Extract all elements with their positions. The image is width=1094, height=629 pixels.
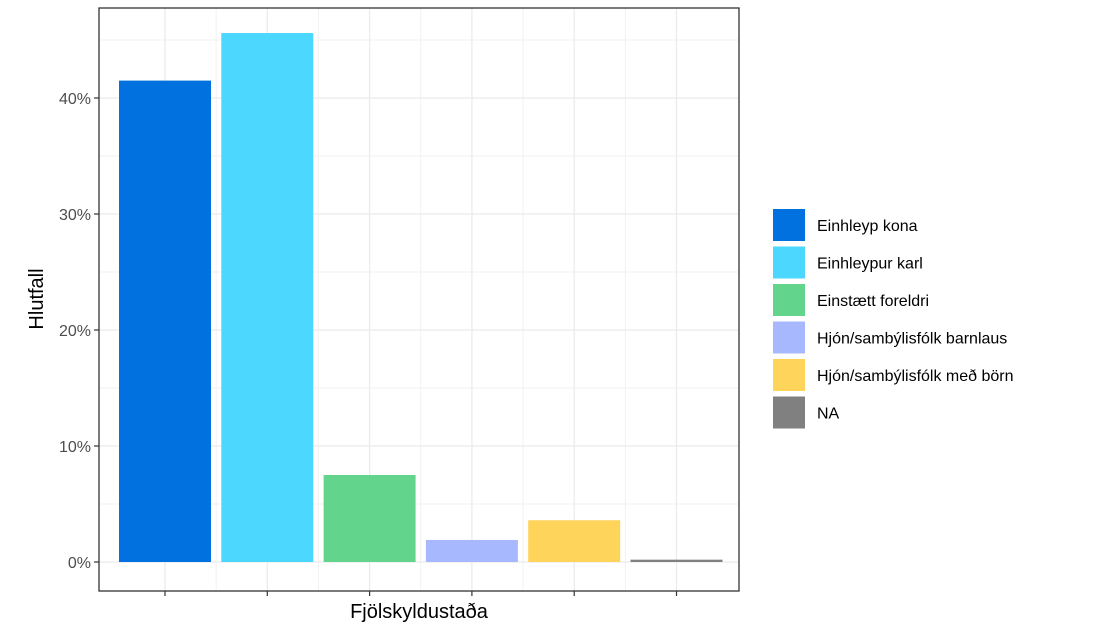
legend-key-5 <box>773 359 805 391</box>
bars <box>119 33 723 563</box>
bar-3 <box>323 475 416 562</box>
bar-4 <box>425 539 518 562</box>
y-axis: 0% 10% 20% 30% 40% <box>59 91 99 572</box>
legend-key-1 <box>773 209 805 241</box>
y-tick-label: 10% <box>59 439 91 456</box>
y-tick-label: 40% <box>59 91 91 108</box>
bar-2 <box>221 33 314 563</box>
bar-5 <box>528 520 621 562</box>
bar-6 <box>630 559 723 562</box>
legend-label-2: Einhleypur karl <box>817 256 923 273</box>
legend-label-4: Hjón/sambýlisfólk barnlaus <box>817 331 1007 348</box>
y-tick-label: 0% <box>68 555 91 572</box>
legend-label-6: NA <box>817 406 840 423</box>
legend-key-4 <box>773 321 805 354</box>
legend-label-3: Einstætt foreldri <box>817 293 929 310</box>
x-axis-title: Fjölskyldustaða <box>350 601 489 623</box>
y-tick-label: 30% <box>59 207 91 224</box>
bar-1 <box>119 80 211 562</box>
legend-key-2 <box>773 246 805 279</box>
x-axis <box>164 591 678 596</box>
legend-key-3 <box>773 284 805 316</box>
legend-label-5: Hjón/sambýlisfólk með börn <box>817 368 1014 385</box>
plot-border <box>98 7 740 592</box>
legend-label-1: Einhleyp kona <box>817 218 918 235</box>
y-tick-label: 20% <box>59 323 91 340</box>
legend: Einhleyp kona Einhleypur karl Einstætt for… <box>773 209 1014 429</box>
legend-key-6 <box>773 396 805 429</box>
y-axis-title: Hlutfall <box>26 268 48 329</box>
